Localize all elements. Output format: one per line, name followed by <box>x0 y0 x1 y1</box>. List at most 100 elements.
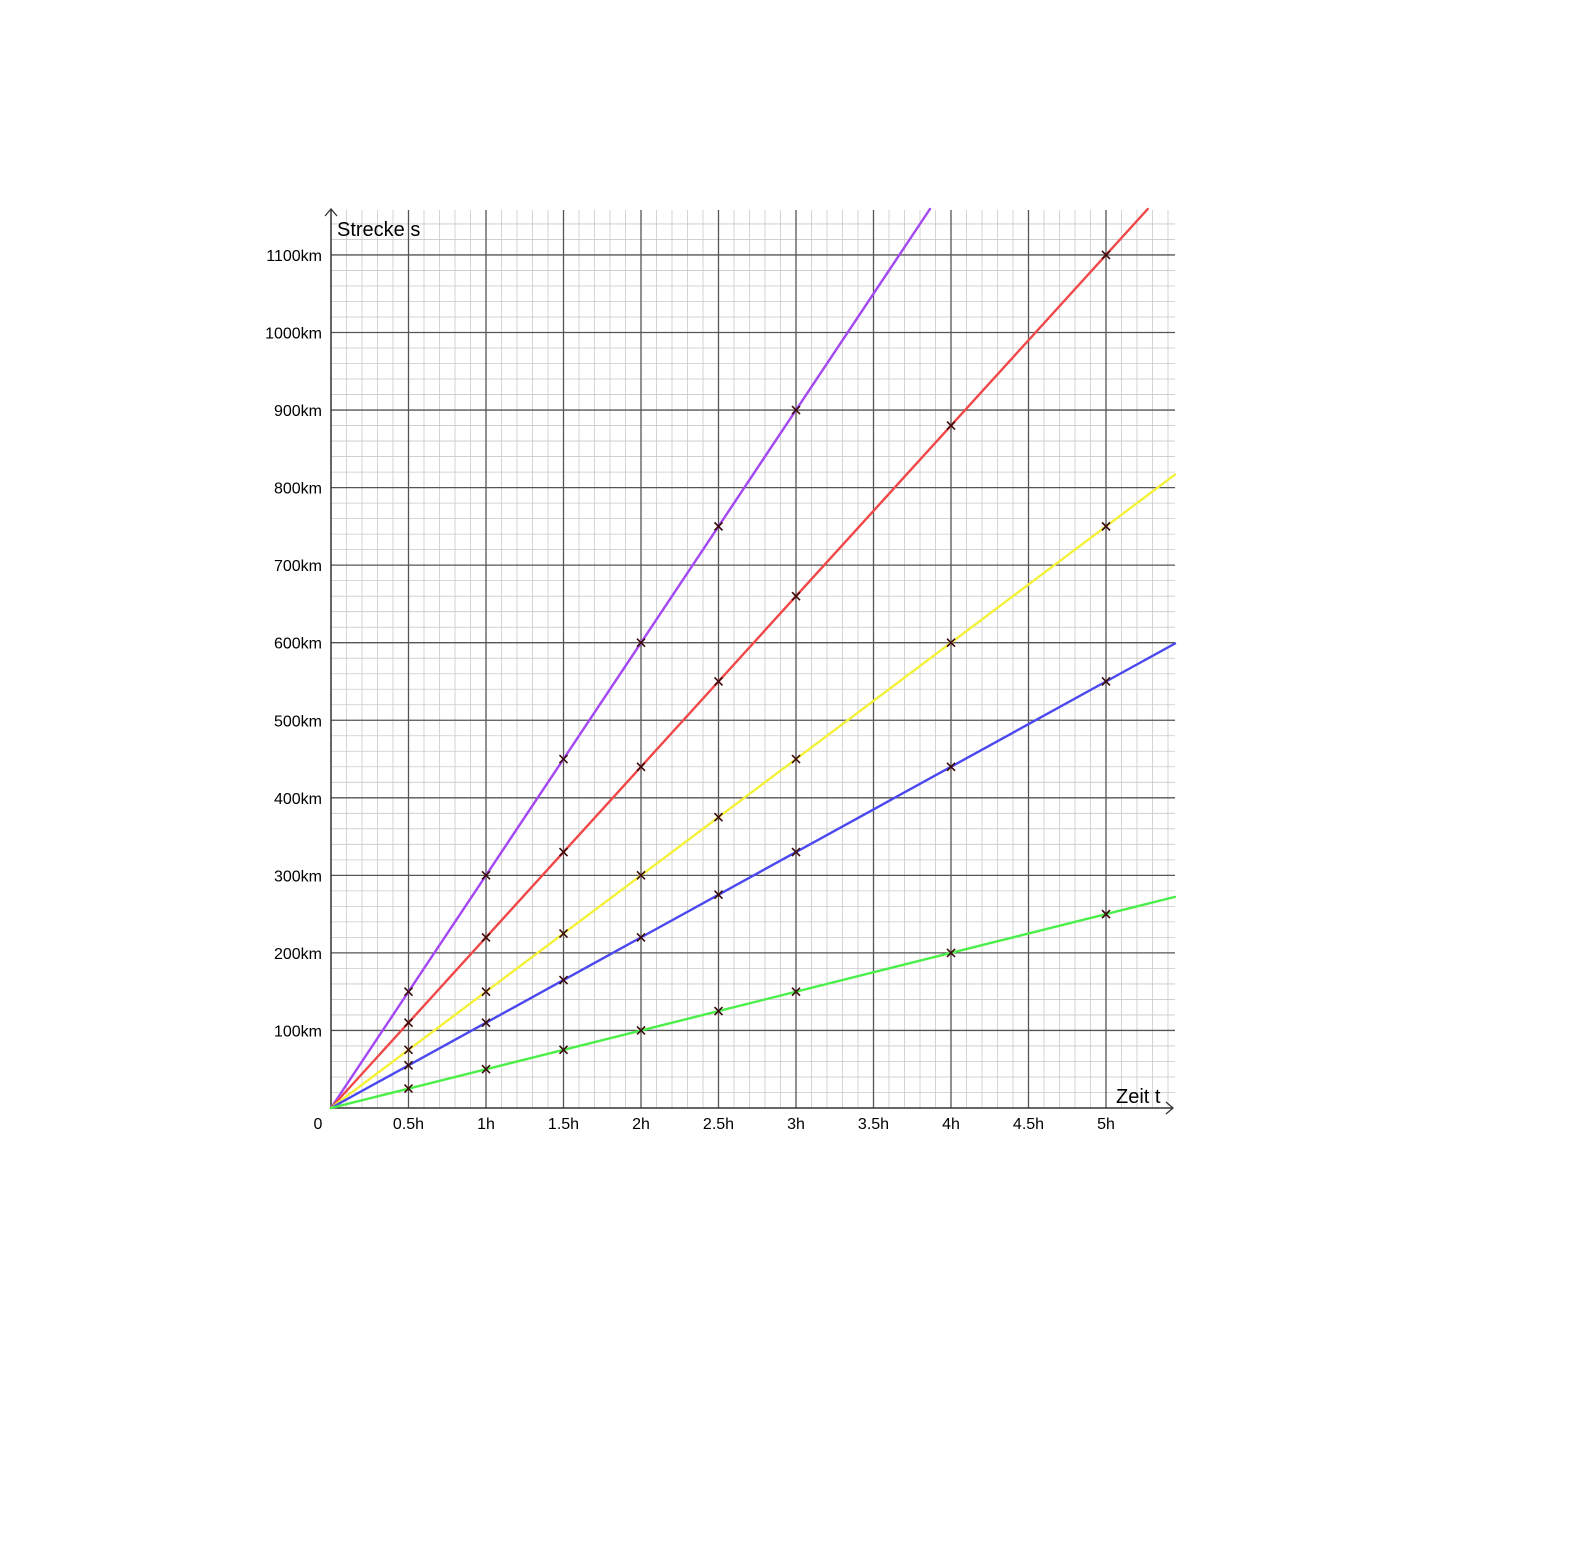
marker-stroke <box>791 754 801 764</box>
data-point-marker <box>558 928 569 939</box>
x-tick-label: 5h <box>1097 1116 1115 1133</box>
y-tick-label: 200km <box>274 946 322 963</box>
marker-stroke <box>558 975 569 985</box>
marker-stroke <box>481 1064 491 1074</box>
x-tick-label: 4.5h <box>1013 1116 1044 1133</box>
data-point-marker <box>713 676 724 687</box>
data-markers <box>403 250 1111 1094</box>
y-axis-title: Strecke s <box>337 219 420 241</box>
y-tick-label: 1100km <box>266 248 322 265</box>
x-tick-label: 1h <box>477 1116 495 1133</box>
y-tick-label: 400km <box>274 791 322 808</box>
data-point-marker <box>791 987 801 997</box>
marker-stroke <box>713 676 724 687</box>
data-point-marker <box>636 638 646 648</box>
x-tick-label: 1.5h <box>548 1116 579 1133</box>
marker-stroke <box>791 847 801 857</box>
x-tick-label: 2h <box>632 1116 650 1133</box>
data-point-marker <box>791 405 801 415</box>
marker-stroke <box>558 1045 569 1055</box>
marker-stroke <box>1101 521 1111 531</box>
marker-stroke <box>403 1045 414 1055</box>
data-point-marker <box>481 932 491 942</box>
data-point-marker <box>946 948 956 958</box>
minor-grid <box>331 210 1175 1108</box>
series-lines <box>329 207 1177 1110</box>
y-tick-label: 700km <box>274 558 322 575</box>
marker-stroke <box>403 1084 414 1094</box>
marker-stroke <box>636 932 646 942</box>
series-line-1 <box>329 207 932 1110</box>
marker-stroke <box>403 1018 414 1028</box>
data-point-marker <box>946 762 956 772</box>
major-grid <box>331 210 1175 1108</box>
marker-stroke <box>481 932 491 942</box>
data-point-marker <box>403 987 414 997</box>
x-tick-label: 3.5h <box>858 1116 889 1133</box>
data-point-marker <box>403 1084 414 1094</box>
marker-stroke <box>946 638 956 648</box>
y-axis-arrow <box>324 208 338 217</box>
marker-stroke <box>481 987 491 997</box>
marker-stroke <box>558 754 569 764</box>
marker-stroke <box>1101 250 1111 260</box>
data-point-marker <box>403 1045 414 1055</box>
data-point-marker <box>403 1018 414 1028</box>
data-point-marker <box>1101 521 1111 531</box>
marker-stroke <box>636 1025 646 1036</box>
origin-label: 0 <box>314 1116 323 1133</box>
x-tick-label: 3h <box>787 1116 805 1133</box>
x-axis-arrow <box>1165 1101 1174 1115</box>
data-point-marker <box>1101 250 1111 260</box>
y-tick-label: 900km <box>274 403 322 420</box>
y-tick-label: 300km <box>274 868 322 885</box>
tick-labels: 0.5h 1h 1.5h 2h 2.5h 3h 3.5h 4h 4.5h 5h 100km 200km… <box>265 248 1115 1133</box>
series-line-3 <box>329 473 1177 1110</box>
data-point-marker <box>636 762 646 772</box>
marker-stroke <box>558 847 569 857</box>
marker-stroke <box>946 948 956 958</box>
data-point-marker <box>481 987 491 997</box>
data-point-marker <box>713 1006 724 1016</box>
series-line-4 <box>329 642 1177 1110</box>
marker-stroke <box>1101 676 1111 687</box>
series-line-2 <box>329 207 1149 1110</box>
data-point-marker <box>713 812 724 822</box>
marker-stroke <box>558 928 569 939</box>
marker-stroke <box>481 870 491 880</box>
marker-stroke <box>946 762 956 772</box>
data-point-marker <box>636 870 646 880</box>
data-point-marker <box>1101 909 1111 919</box>
y-tick-label: 500km <box>274 713 322 730</box>
data-point-marker <box>946 638 956 648</box>
series-line-5 <box>329 895 1177 1110</box>
data-point-marker <box>558 754 569 764</box>
marker-stroke <box>481 1018 491 1028</box>
marker-stroke <box>403 987 414 997</box>
data-point-marker <box>946 420 956 431</box>
marker-stroke <box>636 762 646 772</box>
marker-stroke <box>636 870 646 880</box>
data-point-marker <box>636 932 646 942</box>
data-point-marker <box>636 1025 646 1036</box>
marker-stroke <box>636 638 646 648</box>
marker-stroke <box>713 1006 724 1016</box>
x-tick-label: 4h <box>942 1116 960 1133</box>
data-point-marker <box>481 1018 491 1028</box>
y-tick-label: 100km <box>274 1023 322 1040</box>
y-tick-label: 800km <box>274 481 322 498</box>
data-point-marker <box>791 591 801 601</box>
marker-stroke <box>791 591 801 601</box>
data-point-marker <box>791 754 801 764</box>
data-point-marker <box>558 975 569 985</box>
x-tick-label: 0.5h <box>393 1116 424 1133</box>
marker-stroke <box>946 420 956 431</box>
data-point-marker <box>791 847 801 857</box>
marker-stroke <box>713 890 724 900</box>
data-point-marker <box>558 847 569 857</box>
data-point-marker <box>403 1060 414 1070</box>
marker-stroke <box>403 1060 414 1070</box>
x-axis-title: Zeit t <box>1116 1086 1161 1108</box>
